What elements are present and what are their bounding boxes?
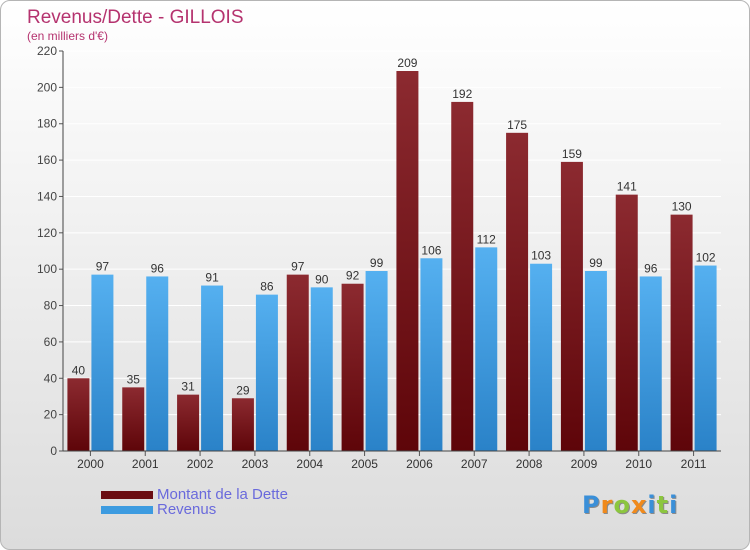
y-tick-label-160: 160	[37, 153, 57, 167]
bar-dette-2007	[451, 101, 474, 451]
data-label-dette-2002: 31	[181, 380, 195, 394]
axes	[62, 51, 721, 452]
x-tick-label-2004: 2004	[296, 457, 323, 471]
data-label-revenus-2010: 96	[644, 261, 658, 275]
y-tick-label-120: 120	[37, 226, 57, 240]
legend-label-revenus: Revenus	[157, 501, 217, 518]
bar-dette-2004	[286, 274, 309, 451]
x-tick-label-2002: 2002	[187, 457, 214, 471]
bar-revenus-2005	[365, 271, 388, 451]
y-tick-label-0: 0	[50, 444, 57, 458]
x-tick-label-2001: 2001	[132, 457, 159, 471]
bar-revenus-2002	[201, 285, 224, 451]
y-tick-label-140: 140	[37, 189, 57, 203]
data-label-revenus-2004: 90	[315, 272, 329, 286]
bar-revenus-2007	[475, 247, 498, 451]
data-label-dette-2009: 159	[562, 147, 582, 161]
legend-swatch-dette	[101, 491, 153, 499]
bar-revenus-2000	[91, 274, 114, 451]
legend-swatch-revenus	[101, 506, 153, 514]
bar-dette-2008	[506, 132, 529, 451]
y-tick-label-60: 60	[44, 335, 58, 349]
data-label-dette-2007: 192	[452, 87, 472, 101]
y-tick-label-200: 200	[37, 80, 57, 94]
bar-revenus-2008	[530, 263, 553, 451]
x-tick-label-2003: 2003	[242, 457, 269, 471]
x-axis-ticks: 2000 2001 2002 2003 2004 2005 2006 2007 2008 2009…	[77, 451, 707, 471]
bar-dette-2005	[341, 283, 364, 451]
x-tick-label-2008: 2008	[516, 457, 543, 471]
bar-dette-2009	[560, 161, 583, 451]
x-tick-label-2010: 2010	[625, 457, 652, 471]
bar-revenus-2011	[694, 265, 717, 451]
bar-revenus-2004	[310, 287, 333, 451]
data-label-dette-2005: 92	[346, 269, 360, 283]
chart-title: Revenus/Dette - GILLOIS	[27, 7, 244, 28]
data-label-dette-2001: 35	[127, 372, 141, 386]
data-label-dette-2010: 141	[617, 180, 637, 194]
bar-dette-2011	[670, 214, 693, 451]
x-tick-label-2006: 2006	[406, 457, 433, 471]
data-label-revenus-2003: 86	[260, 280, 274, 294]
data-label-revenus-2005: 99	[370, 256, 384, 270]
data-label-dette-2011: 130	[672, 200, 692, 214]
bar-dette-2006	[396, 71, 419, 451]
data-label-revenus-2001: 96	[151, 261, 165, 275]
data-label-revenus-2009: 99	[589, 256, 603, 270]
legend-label-dette: Montant de la Dette	[157, 486, 288, 503]
bar-dette-2002	[177, 394, 200, 451]
y-tick-label-180: 180	[37, 117, 57, 131]
data-label-dette-2006: 209	[397, 56, 417, 70]
data-label-revenus-2007: 112	[477, 232, 496, 246]
data-label-dette-2004: 97	[291, 260, 305, 274]
bar-revenus-2010	[639, 276, 662, 451]
bar-dette-2001	[122, 387, 145, 451]
bar-revenus-2009	[584, 271, 607, 451]
bar-dette-2003	[231, 398, 254, 451]
x-tick-label-2011: 2011	[681, 457, 707, 471]
bar-revenus-2001	[146, 276, 169, 451]
data-label-revenus-2002: 91	[205, 271, 219, 285]
y-axis-ticks: 0 20 40 60 80 100 120 140 160 180 200 220	[37, 44, 63, 458]
x-tick-label-2009: 2009	[571, 457, 598, 471]
y-tick-label-20: 20	[44, 408, 58, 422]
x-tick-label-2000: 2000	[77, 457, 104, 471]
bar-dette-2000	[67, 378, 90, 451]
data-label-revenus-2000: 97	[96, 260, 110, 274]
x-tick-label-2007: 2007	[461, 457, 488, 471]
y-tick-label-80: 80	[44, 299, 58, 313]
bar-dette-2010	[615, 194, 638, 452]
bars	[67, 71, 717, 452]
data-label-revenus-2008: 103	[531, 249, 551, 263]
data-label-revenus-2011: 102	[696, 251, 716, 265]
data-label-dette-2000: 40	[72, 363, 86, 377]
y-tick-label-100: 100	[37, 262, 57, 276]
chart-subtitle: (en milliers d'€)	[27, 29, 108, 43]
y-tick-label-220: 220	[37, 44, 57, 58]
bar-revenus-2003	[255, 294, 278, 451]
x-tick-label-2005: 2005	[351, 457, 378, 471]
proxiti-logo: Proxiti	[582, 491, 679, 519]
bar-revenus-2006	[420, 258, 443, 451]
y-tick-label-40: 40	[44, 371, 58, 385]
data-label-dette-2003: 29	[236, 383, 250, 397]
data-label-revenus-2006: 106	[421, 243, 441, 257]
data-labels: 40 97 35 96 31 91 29 86 97 90 92 99 209 106 192 112 175 1…	[72, 56, 716, 397]
data-label-dette-2008: 175	[507, 118, 527, 132]
gridlines	[63, 50, 721, 416]
